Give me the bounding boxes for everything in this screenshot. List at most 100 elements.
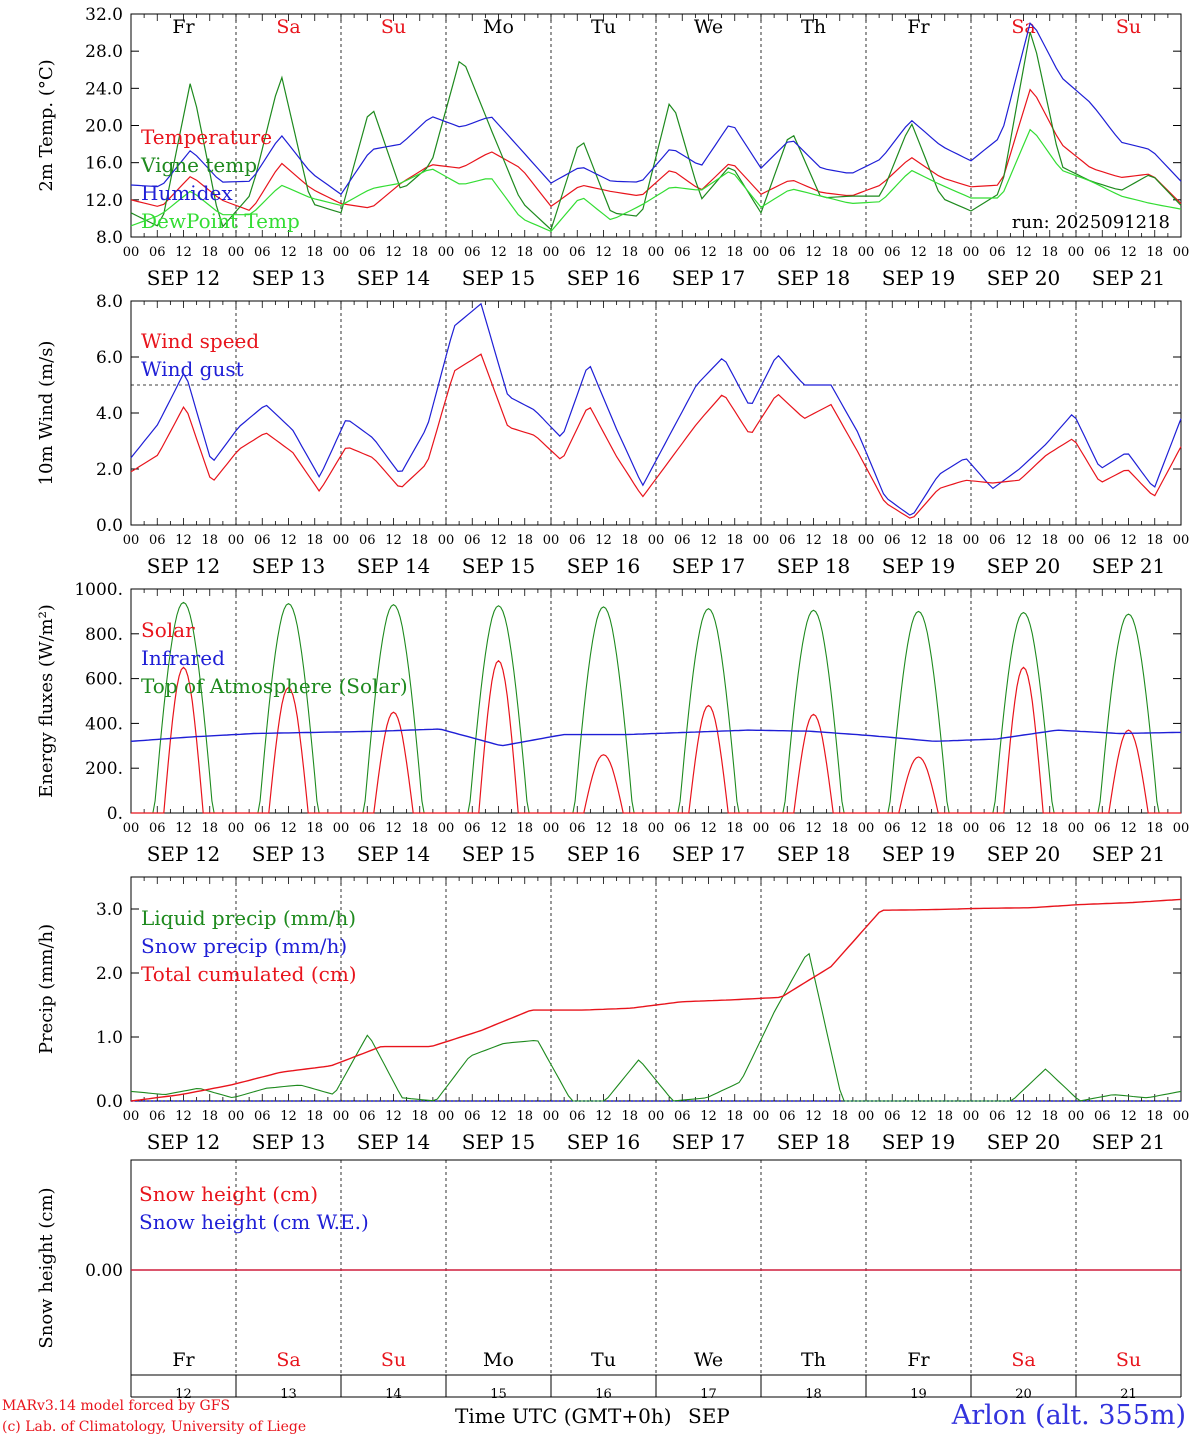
weekday-label: Th bbox=[801, 1349, 826, 1371]
hour-tick-label: 00 bbox=[648, 245, 665, 260]
hour-tick-label: 00 bbox=[333, 1109, 350, 1124]
date-label: SEP 16 bbox=[567, 266, 641, 290]
hour-tick-label: 00 bbox=[543, 533, 560, 548]
hour-tick-label: 12 bbox=[805, 821, 822, 836]
weekday-label: Sa bbox=[1011, 16, 1035, 38]
hour-tick-label: 18 bbox=[936, 245, 953, 260]
hour-tick-label: 12 bbox=[175, 821, 192, 836]
y-axis-label: 2m Temp. (°C) bbox=[36, 59, 57, 191]
weekday-label: Fr bbox=[172, 16, 195, 38]
hour-tick-label: 18 bbox=[936, 821, 953, 836]
date-label: SEP 18 bbox=[777, 842, 851, 866]
legend-entry: Snow precip (mm/h) bbox=[141, 934, 347, 958]
hour-tick-label: 00 bbox=[858, 533, 875, 548]
y-tick-label: 28.0 bbox=[85, 42, 123, 62]
hour-tick-label: 00 bbox=[123, 821, 140, 836]
weekday-label: Su bbox=[1116, 1349, 1141, 1371]
hour-tick-label: 18 bbox=[201, 821, 218, 836]
legend-entry: Top of Atmosphere (Solar) bbox=[141, 674, 408, 698]
date-label: SEP 21 bbox=[1092, 266, 1166, 290]
hour-tick-label: 06 bbox=[779, 245, 796, 260]
hour-tick-label: 06 bbox=[254, 821, 271, 836]
weekday-label: Tu bbox=[591, 16, 616, 38]
weekday-label: Sa bbox=[276, 16, 300, 38]
hour-tick-label: 00 bbox=[123, 245, 140, 260]
hour-tick-label: 18 bbox=[1146, 245, 1163, 260]
legend-entry: Temperature bbox=[141, 125, 272, 149]
hour-tick-label: 18 bbox=[621, 533, 638, 548]
hour-tick-label: 12 bbox=[385, 821, 402, 836]
y-tick-label: 200. bbox=[85, 759, 123, 779]
day-number-label: 15 bbox=[490, 1387, 507, 1402]
hour-tick-label: 00 bbox=[438, 533, 455, 548]
date-label: SEP 19 bbox=[882, 554, 956, 578]
series-blue-line bbox=[130, 21, 1182, 196]
series-solar-line bbox=[131, 659, 1181, 814]
hour-tick-label: 12 bbox=[280, 1109, 297, 1124]
y-tick-label: 0.0 bbox=[96, 516, 123, 536]
hour-tick-label: 00 bbox=[858, 821, 875, 836]
hour-tick-label: 00 bbox=[333, 533, 350, 548]
hour-tick-label: 00 bbox=[963, 821, 980, 836]
hour-tick-label: 18 bbox=[1146, 821, 1163, 836]
date-label: SEP 15 bbox=[462, 554, 536, 578]
date-label: SEP 20 bbox=[987, 266, 1061, 290]
hour-tick-label: 18 bbox=[726, 821, 743, 836]
y-tick-label: 4.0 bbox=[96, 404, 123, 424]
hour-tick-label: 06 bbox=[569, 533, 586, 548]
hour-tick-label: 12 bbox=[700, 821, 717, 836]
hour-tick-label: 06 bbox=[254, 245, 271, 260]
hour-tick-label: 06 bbox=[149, 821, 166, 836]
hour-tick-label: 12 bbox=[700, 533, 717, 548]
date-label: SEP 13 bbox=[252, 266, 326, 290]
y-axis-label: Energy fluxes (W/m²) bbox=[36, 604, 57, 798]
hour-tick-label: 12 bbox=[595, 821, 612, 836]
date-label: SEP 19 bbox=[882, 266, 956, 290]
day-number-label: 14 bbox=[385, 1387, 402, 1402]
hour-tick-label: 00 bbox=[648, 1109, 665, 1124]
y-tick-label: 400. bbox=[85, 714, 123, 734]
hour-tick-label: 00 bbox=[648, 533, 665, 548]
hour-tick-label: 12 bbox=[1120, 1109, 1137, 1124]
hour-tick-label: 18 bbox=[726, 245, 743, 260]
hour-tick-label: 12 bbox=[490, 1109, 507, 1124]
panel-1: 00 06 12 18 00 06 12 18 00 06 12 18 00 06 12 18 00 06 12 18… bbox=[36, 5, 1189, 290]
date-label: SEP 14 bbox=[357, 554, 431, 578]
date-label: SEP 13 bbox=[252, 842, 326, 866]
y-tick-label: 6.0 bbox=[96, 348, 123, 368]
y-axis-label: Precip (mm/h) bbox=[36, 924, 57, 1054]
hour-tick-label: 06 bbox=[989, 821, 1006, 836]
day-number-label: 17 bbox=[700, 1387, 717, 1402]
hour-tick-label: 00 bbox=[333, 245, 350, 260]
legend-entry: Solar bbox=[141, 618, 195, 642]
weekday-label: Su bbox=[1116, 16, 1141, 38]
date-label: SEP 15 bbox=[462, 1130, 536, 1154]
y-tick-label: 0.00 bbox=[85, 1261, 123, 1281]
weekday-label: Fr bbox=[907, 1349, 930, 1371]
x-axis-unit: SEP bbox=[688, 1404, 730, 1428]
hour-tick-label: 00 bbox=[963, 533, 980, 548]
run-annotation: run: 2025091218 bbox=[1012, 212, 1170, 233]
legend-entry: Snow height (cm W.E.) bbox=[139, 1210, 369, 1234]
hour-tick-label: 18 bbox=[936, 1109, 953, 1124]
hour-tick-label: 06 bbox=[359, 1109, 376, 1124]
hour-tick-label: 00 bbox=[1068, 533, 1085, 548]
hour-tick-label: 12 bbox=[910, 533, 927, 548]
station-name: Arlon (alt. 355m) bbox=[951, 1400, 1186, 1431]
weekday-label: We bbox=[694, 16, 723, 38]
y-tick-label: 0.0 bbox=[96, 1092, 123, 1112]
hour-tick-label: 06 bbox=[674, 245, 691, 260]
hour-tick-label: 12 bbox=[805, 1109, 822, 1124]
hour-tick-label: 00 bbox=[963, 245, 980, 260]
date-label: SEP 21 bbox=[1092, 1130, 1166, 1154]
hour-tick-label: 12 bbox=[805, 533, 822, 548]
hour-tick-label: 00 bbox=[123, 533, 140, 548]
hour-tick-label: 18 bbox=[726, 533, 743, 548]
weekday-label: Sa bbox=[1011, 1349, 1035, 1371]
y-tick-label: 12.0 bbox=[85, 191, 123, 211]
hour-tick-label: 18 bbox=[1041, 1109, 1058, 1124]
hour-tick-label: 18 bbox=[516, 533, 533, 548]
hour-tick-label: 12 bbox=[1015, 245, 1032, 260]
hour-tick-label: 06 bbox=[1094, 821, 1111, 836]
hour-tick-label: 12 bbox=[595, 533, 612, 548]
